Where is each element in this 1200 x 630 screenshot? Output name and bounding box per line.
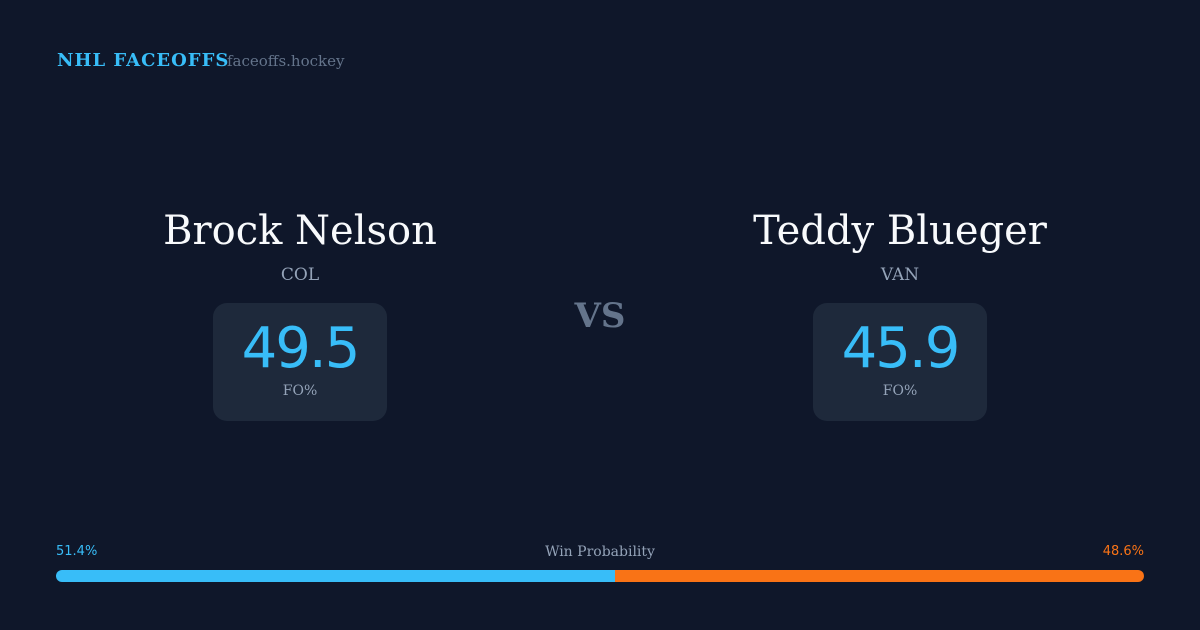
- faceoff-stat-card: 45.9 FO%: [813, 303, 987, 421]
- win-prob-left: 51.4%: [56, 544, 98, 559]
- player-right: Teddy Blueger VAN 45.9 FO%: [650, 205, 1150, 421]
- brand-title: NHL FACEOFFS: [57, 50, 230, 71]
- win-prob-right: 48.6%: [1102, 544, 1144, 559]
- player-name: Teddy Blueger: [753, 208, 1047, 254]
- win-prob-bar: [56, 570, 1144, 582]
- versus-label: VS: [574, 296, 626, 336]
- faceoff-label: FO%: [882, 383, 918, 399]
- player-team: VAN: [880, 265, 920, 285]
- site-url: faceoffs.hockey: [227, 52, 345, 70]
- player-team: COL: [280, 265, 320, 285]
- win-prob-label: Win Probability: [545, 544, 655, 560]
- win-prob-bar-right: [615, 570, 1144, 582]
- faceoff-stat-card: 49.5 FO%: [213, 303, 387, 421]
- player-left: Brock Nelson COL 49.5 FO%: [50, 205, 550, 421]
- faceoff-percentage: 49.5: [241, 316, 361, 381]
- win-prob-bar-left: [56, 570, 616, 582]
- faceoff-percentage: 45.9: [841, 316, 961, 381]
- player-name: Brock Nelson: [163, 208, 437, 254]
- faceoff-label: FO%: [282, 383, 318, 399]
